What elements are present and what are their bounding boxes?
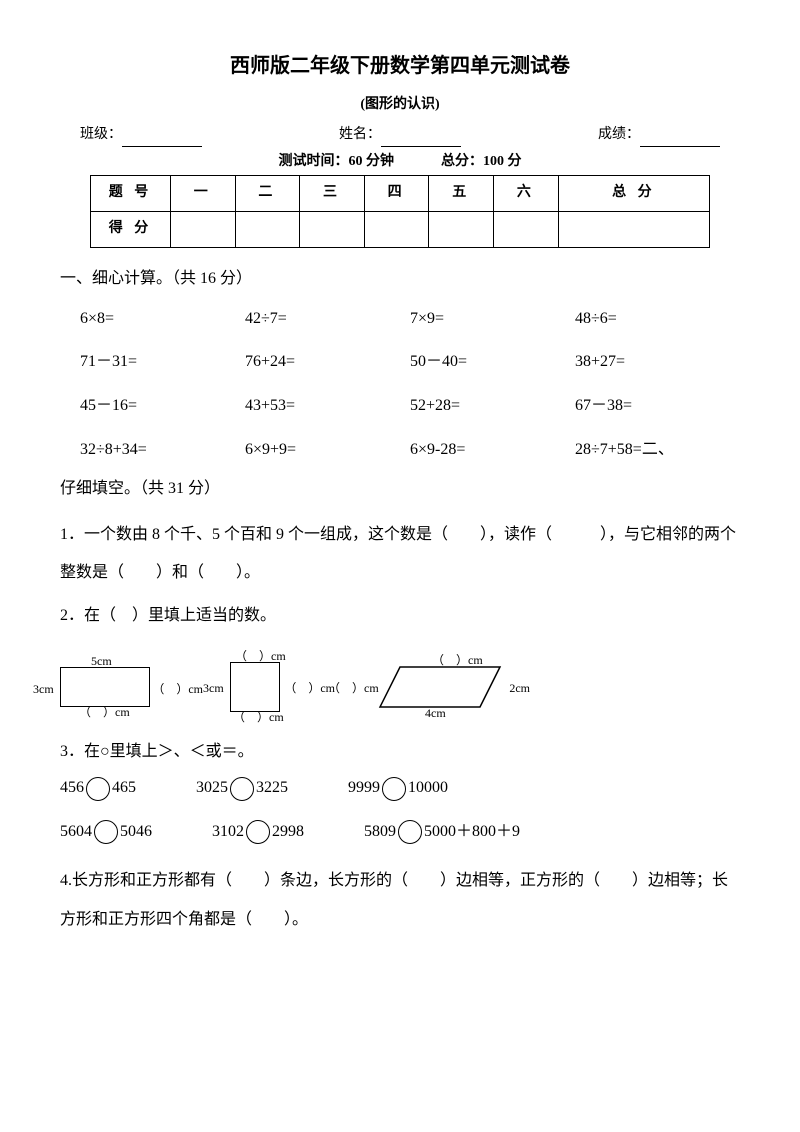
circle-blank	[382, 777, 406, 801]
para-right-label: 2cm	[509, 679, 530, 698]
calc-item: 50－40=	[410, 349, 575, 375]
para-bottom-label: 4cm	[425, 704, 446, 723]
compare-item: 30253225	[196, 775, 288, 801]
calc-item: 71－31=	[80, 349, 245, 375]
calc-item: 6×9+9=	[245, 437, 410, 463]
square-shape: （ ）cm 3cm （ ）cm （ ）cm	[230, 662, 280, 712]
calc-grid: 6×8= 42÷7= 7×9= 48÷6= 71－31= 76+24= 50－4…	[60, 306, 740, 462]
table-row: 题 号 一 二 三 四 五 六 总 分	[91, 176, 710, 212]
calc-item: 42÷7=	[245, 306, 410, 332]
calc-item: 48÷6=	[575, 306, 740, 332]
circle-blank	[86, 777, 110, 801]
score-label: 成绩：	[598, 124, 720, 146]
th-3: 三	[300, 176, 365, 212]
th-2: 二	[235, 176, 300, 212]
test-total: 总分：100 分	[441, 154, 522, 169]
rect-top-label: 5cm	[91, 652, 112, 671]
th-6: 六	[494, 176, 559, 212]
sq-left-label: 3cm	[203, 679, 224, 698]
circle-blank	[398, 820, 422, 844]
td-blank	[235, 212, 300, 248]
student-info-row: 班级： 姓名： 成绩：	[60, 124, 740, 146]
calc-item: 76+24=	[245, 349, 410, 375]
th-total: 总 分	[558, 176, 709, 212]
calc-item: 7×9=	[410, 306, 575, 332]
compare-item: 999910000	[348, 775, 448, 801]
table-row: 得 分	[91, 212, 710, 248]
circle-blank	[230, 777, 254, 801]
td-blank	[171, 212, 236, 248]
section1-heading: 一、细心计算。（共 16 分）	[60, 266, 740, 292]
td-blank	[300, 212, 365, 248]
shapes-row: 5cm 3cm （ ）cm （ ）cm （ ）cm 3cm （ ）cm （ ）c…	[60, 657, 740, 717]
compare-row-2: 56045046 31022998 58095000＋800＋9	[60, 819, 740, 845]
parallelogram-shape: （ ）cm （ ）cm 2cm 4cm	[370, 657, 520, 717]
th-1: 一	[171, 176, 236, 212]
td-blank	[558, 212, 709, 248]
score-table: 题 号 一 二 三 四 五 六 总 分 得 分	[90, 175, 710, 248]
compare-item: 56045046	[60, 819, 152, 845]
calc-item: 67－38=	[575, 393, 740, 419]
compare-row-1: 456465 30253225 999910000	[60, 775, 740, 801]
para-left-label: （ ）cm	[328, 679, 379, 698]
rectangle-shape: 5cm 3cm （ ）cm （ ）cm	[60, 667, 150, 707]
rect-bottom-label: （ ）cm	[79, 703, 130, 722]
test-time: 测试时间：60 分钟	[279, 154, 395, 169]
sq-top-label: （ ）cm	[235, 647, 286, 666]
td-score-head: 得 分	[91, 212, 171, 248]
sq-bottom-label: （ ）cm	[233, 708, 284, 727]
section2-heading: 仔细填空。（共 31 分）	[60, 476, 740, 502]
th-4: 四	[364, 176, 429, 212]
question-3: 3．在○里填上＞、＜或＝。	[60, 733, 740, 771]
class-label: 班级：	[80, 124, 202, 146]
calc-item: 32÷8+34=	[80, 437, 245, 463]
rect-right-label: （ ）cm	[152, 680, 203, 699]
para-top-label: （ ）cm	[432, 651, 483, 670]
th-num: 题 号	[91, 176, 171, 212]
compare-item: 31022998	[212, 819, 304, 845]
rect-left-label: 3cm	[33, 680, 54, 699]
td-blank	[494, 212, 559, 248]
meta-row: 测试时间：60 分钟 总分：100 分	[60, 151, 740, 173]
page-title: 西师版二年级下册数学第四单元测试卷	[60, 50, 740, 82]
circle-blank	[246, 820, 270, 844]
calc-item: 43+53=	[245, 393, 410, 419]
question-1: 1．一个数由 8 个千、5 个百和 9 个一组成，这个数是（ ），读作（ ），与…	[60, 516, 740, 593]
td-blank	[364, 212, 429, 248]
calc-item: 28÷7+58=二、	[575, 437, 740, 463]
compare-item: 58095000＋800＋9	[364, 819, 520, 845]
page-subtitle: (图形的认识)	[60, 94, 740, 116]
th-5: 五	[429, 176, 494, 212]
name-label: 姓名：	[339, 124, 461, 146]
td-blank	[429, 212, 494, 248]
circle-blank	[94, 820, 118, 844]
question-2: 2．在（ ）里填上适当的数。	[60, 597, 740, 635]
calc-item: 45－16=	[80, 393, 245, 419]
calc-item: 6×9-28=	[410, 437, 575, 463]
question-4: 4.长方形和正方形都有（ ）条边，长方形的（ ）边相等，正方形的（ ）边相等；长…	[60, 862, 740, 939]
calc-item: 52+28=	[410, 393, 575, 419]
compare-item: 456465	[60, 775, 136, 801]
calc-item: 38+27=	[575, 349, 740, 375]
calc-item: 6×8=	[80, 306, 245, 332]
